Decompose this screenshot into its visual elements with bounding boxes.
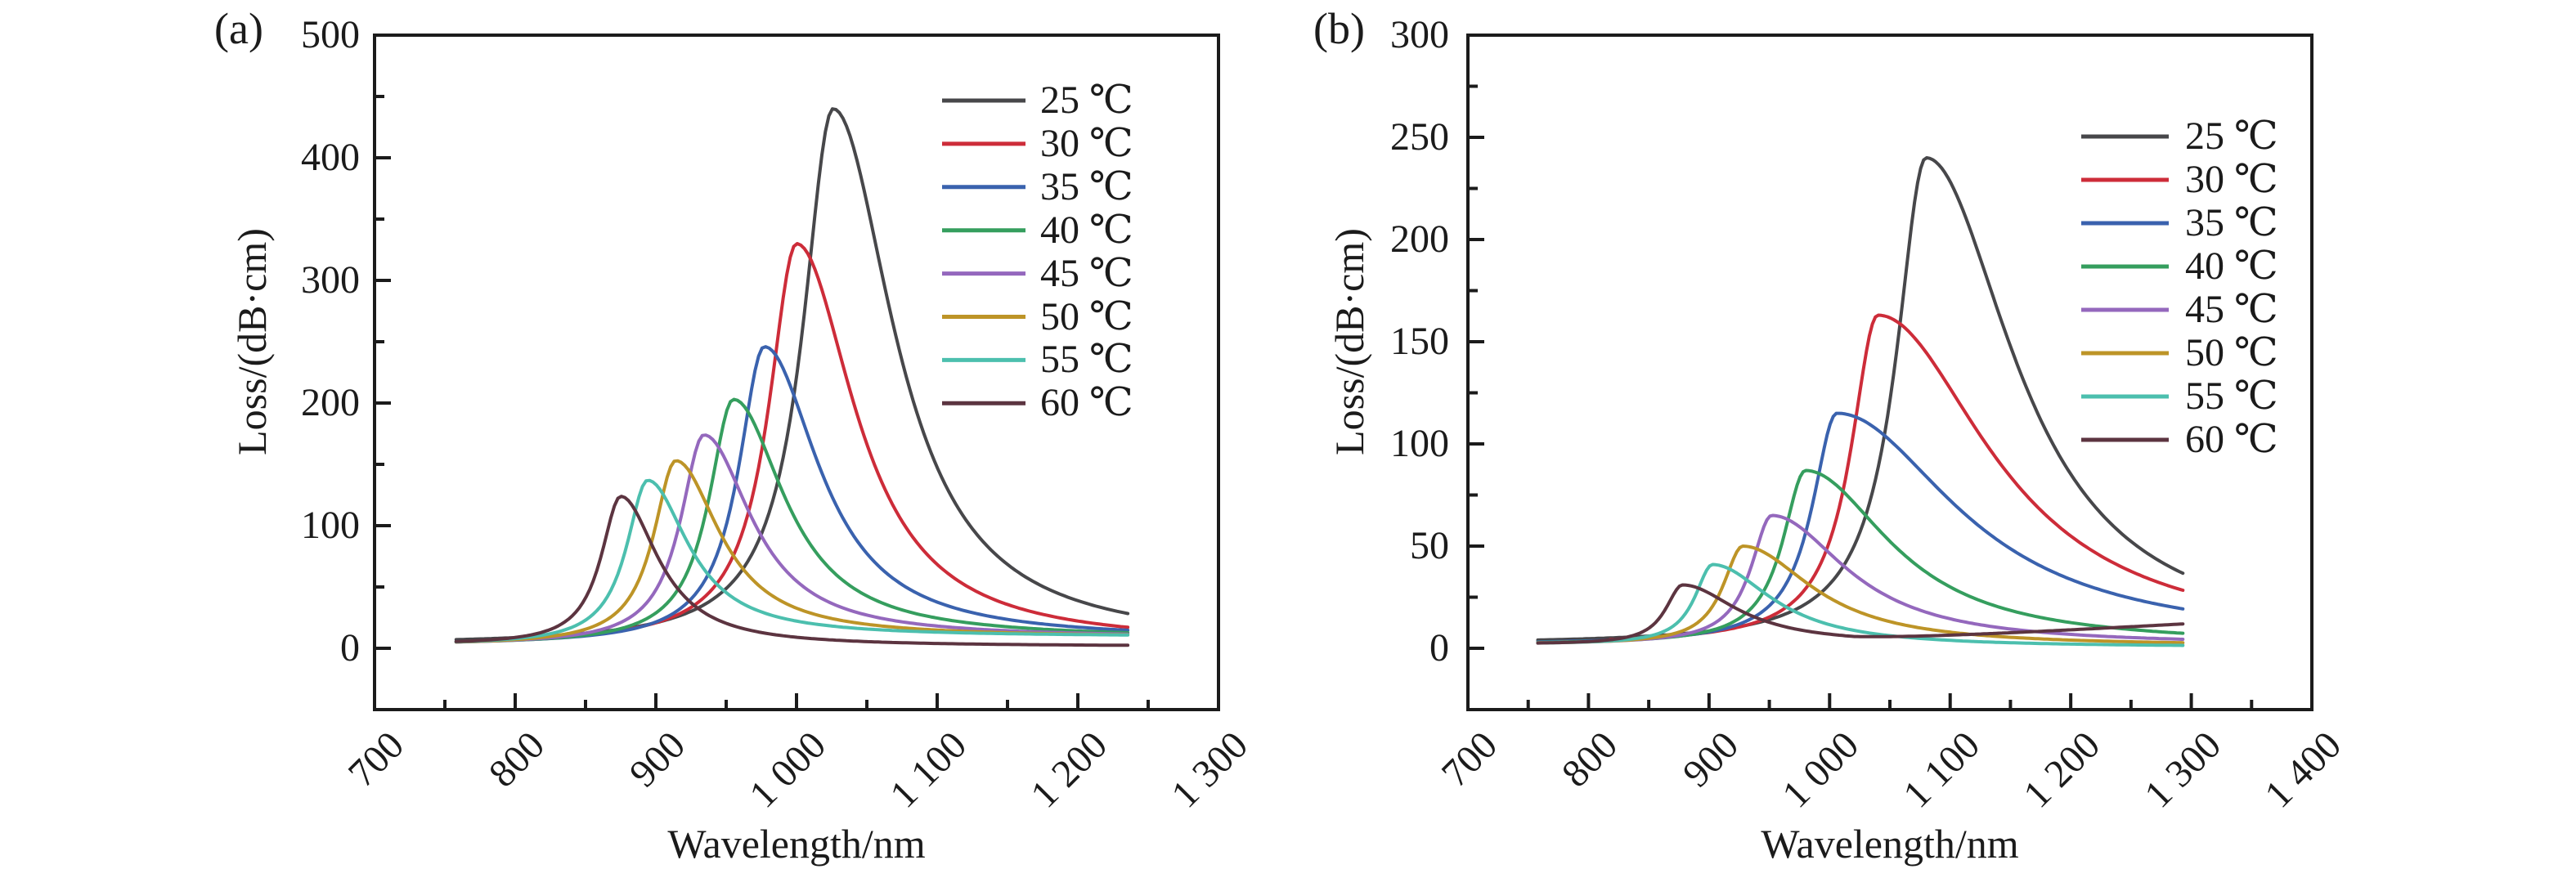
series-curve-50c: [454, 459, 1130, 644]
y-tick-label: 0: [340, 626, 360, 670]
y-tick-label: 300: [301, 258, 360, 302]
legend-label: 30 ℃: [2185, 158, 2278, 201]
legend-label: 55 ℃: [1040, 338, 1133, 382]
x-axis-title: Wavelength/nm: [1761, 821, 2019, 867]
series-curve-35c: [454, 345, 1130, 643]
y-tick-label: 150: [1390, 320, 1449, 363]
y-axis-title: Loss/(dB·cm): [229, 228, 275, 455]
y-tick-label: 300: [1390, 13, 1449, 56]
legend-label: 55 ℃: [2185, 374, 2278, 418]
legend-label: 45 ℃: [1040, 251, 1133, 295]
legend-label: 50 ℃: [2185, 331, 2278, 374]
y-tick-label: 200: [301, 381, 360, 424]
series-curve-60c: [454, 495, 1130, 647]
panel-label: (a): [214, 4, 263, 53]
y-tick-label: 400: [301, 136, 360, 179]
legend-label: 45 ℃: [2185, 288, 2278, 331]
series-curve-55c: [454, 478, 1130, 643]
legend-label: 35 ℃: [2185, 201, 2278, 244]
legend-label: 30 ℃: [1040, 121, 1133, 165]
y-tick-label: 500: [301, 13, 360, 56]
panel-label: (b): [1313, 4, 1365, 53]
y-tick-label: 250: [1390, 115, 1449, 159]
legend-label: 35 ℃: [1040, 164, 1133, 208]
y-tick-label: 0: [1429, 626, 1449, 670]
legend-label: 60 ℃: [2185, 418, 2278, 461]
series-curve-45c: [454, 433, 1130, 644]
legend-label: 40 ℃: [1040, 208, 1133, 252]
series-curve-25c: [454, 107, 1130, 642]
y-tick-label: 50: [1410, 524, 1449, 567]
legend-label: 40 ℃: [2185, 244, 2278, 288]
y-tick-label: 200: [1390, 217, 1449, 261]
legend-label: 50 ℃: [1040, 294, 1133, 338]
x-axis-title: Wavelength/nm: [667, 821, 926, 867]
series-curve-60c: [1536, 583, 2185, 645]
series-curve-55c: [1536, 562, 2185, 647]
legend-label: 25 ℃: [2185, 114, 2278, 158]
legend-label: 60 ℃: [1040, 381, 1133, 425]
legend-label: 25 ℃: [1040, 78, 1133, 122]
y-tick-label: 100: [301, 504, 360, 547]
y-axis-title: Loss/(dB·cm): [1326, 228, 1372, 455]
y-tick-label: 100: [1390, 422, 1449, 465]
